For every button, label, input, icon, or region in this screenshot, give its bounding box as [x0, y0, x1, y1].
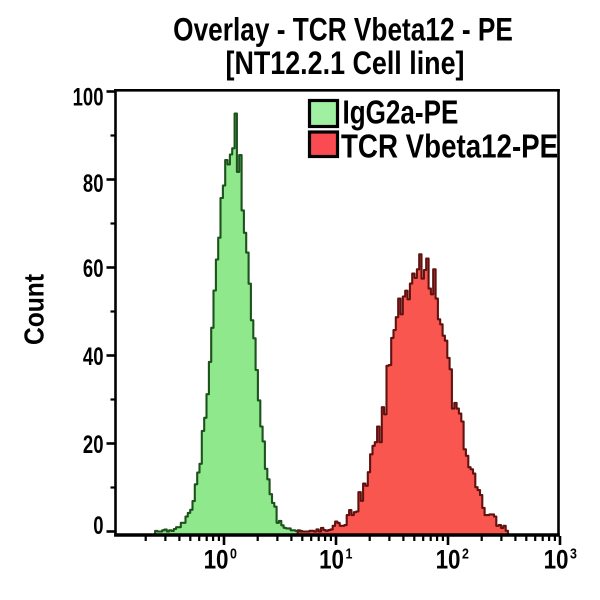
svg-text:10: 10: [436, 546, 461, 575]
svg-text:20: 20: [83, 430, 104, 458]
svg-text:10: 10: [204, 546, 229, 575]
svg-text:Overlay - TCR Vbeta12 - PE: Overlay - TCR Vbeta12 - PE: [173, 13, 513, 48]
svg-text:IgG2a-PE: IgG2a-PE: [343, 95, 459, 132]
svg-text:100: 100: [73, 83, 104, 111]
svg-text:80: 80: [83, 169, 104, 197]
svg-text:2: 2: [462, 545, 469, 561]
svg-text:0: 0: [93, 511, 103, 539]
svg-text:10: 10: [544, 546, 569, 575]
svg-text:[NT12.2.1 Cell line]: [NT12.2.1 Cell line]: [226, 46, 465, 82]
svg-text:10: 10: [319, 546, 344, 575]
svg-text:3: 3: [570, 545, 577, 561]
svg-text:Count: Count: [18, 274, 50, 345]
svg-text:TCR Vbeta12-PE: TCR Vbeta12-PE: [341, 128, 558, 165]
svg-text:0: 0: [230, 545, 237, 561]
svg-text:40: 40: [83, 342, 104, 370]
svg-text:1: 1: [346, 545, 353, 561]
svg-text:60: 60: [83, 254, 104, 282]
